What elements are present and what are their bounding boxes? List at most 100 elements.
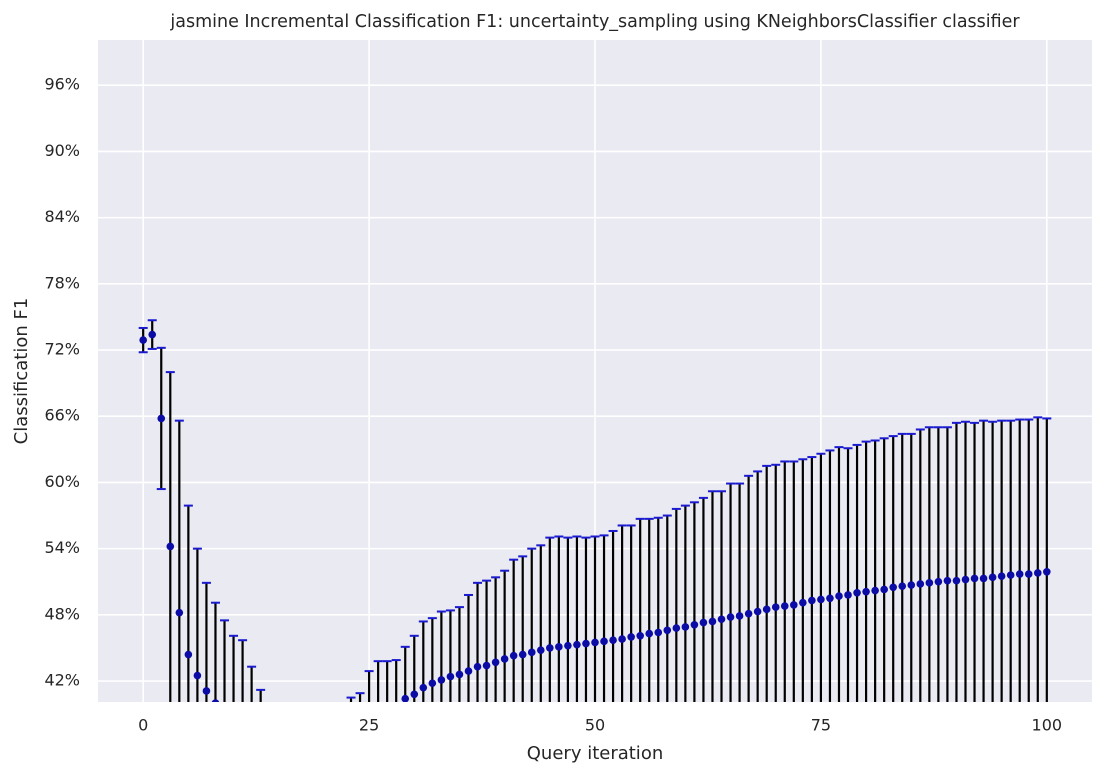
point — [889, 583, 897, 592]
point — [690, 620, 699, 629]
point — [175, 608, 184, 617]
error-bar — [382, 660, 392, 702]
error-bar — [274, 714, 283, 779]
point — [1015, 570, 1024, 578]
point — [934, 577, 943, 586]
marks — [138, 319, 1052, 779]
y-tick-label: 78% — [44, 273, 80, 292]
error-bar — [265, 709, 274, 779]
point — [735, 612, 744, 620]
error-bar — [328, 720, 337, 779]
point — [392, 713, 400, 721]
y-tick-label: 60% — [44, 472, 80, 491]
error-bar — [256, 688, 266, 702]
error-bar — [210, 601, 220, 702]
x-tick-label: 0 — [138, 716, 148, 735]
point — [826, 594, 834, 603]
point — [527, 648, 536, 657]
error-bar — [391, 659, 401, 702]
y-tick-label: 72% — [44, 340, 80, 359]
point — [230, 727, 238, 735]
point — [600, 637, 608, 646]
point — [952, 576, 961, 585]
point — [311, 771, 319, 779]
point — [898, 582, 907, 590]
point — [302, 771, 310, 779]
point — [293, 770, 301, 778]
point — [536, 646, 545, 654]
point — [329, 768, 337, 776]
point — [1024, 570, 1033, 578]
point — [482, 661, 491, 670]
point — [148, 330, 157, 339]
error-bar — [355, 692, 365, 702]
point — [221, 716, 229, 724]
point — [1006, 571, 1015, 579]
point — [654, 628, 663, 637]
x-tick-label: 50 — [585, 716, 605, 735]
point — [916, 580, 925, 588]
error-bar — [292, 725, 301, 779]
x-tick-label: 25 — [359, 716, 379, 735]
point — [248, 743, 256, 751]
point — [275, 766, 283, 774]
point — [591, 638, 599, 647]
point — [925, 579, 934, 587]
point — [193, 671, 202, 680]
point — [753, 607, 762, 616]
point — [139, 336, 147, 344]
point — [437, 676, 446, 684]
error-bar — [229, 634, 239, 702]
point — [546, 644, 554, 652]
point — [997, 572, 1006, 581]
point — [871, 586, 879, 595]
point — [320, 770, 328, 778]
point — [618, 635, 626, 643]
point — [1033, 569, 1042, 577]
point — [943, 576, 952, 585]
point — [518, 650, 527, 659]
error-bar — [283, 720, 292, 779]
point — [202, 687, 211, 695]
error-bar — [364, 670, 374, 702]
point — [762, 605, 771, 614]
point — [184, 650, 193, 659]
error-bar — [247, 665, 257, 702]
point — [907, 581, 916, 589]
point — [627, 633, 635, 641]
point — [509, 651, 518, 660]
point — [166, 542, 175, 551]
point — [582, 639, 590, 648]
point — [799, 598, 807, 607]
point — [564, 641, 572, 650]
point — [419, 683, 428, 692]
point — [880, 585, 888, 594]
point — [988, 573, 997, 582]
y-tick-label: 96% — [44, 75, 80, 94]
point — [455, 670, 464, 679]
x-axis-label: Query iteration — [527, 743, 663, 764]
chart-title: jasmine Incremental Classification F1: u… — [169, 12, 1020, 32]
y-tick-label: 84% — [44, 207, 80, 226]
point — [266, 760, 274, 768]
error-bar — [301, 727, 310, 779]
point — [817, 595, 825, 604]
point — [473, 662, 482, 671]
point — [663, 626, 672, 635]
y-tick-label: 48% — [44, 604, 80, 623]
point — [491, 658, 500, 667]
point — [365, 739, 373, 747]
error-bar — [220, 619, 230, 702]
point — [808, 596, 816, 605]
point — [573, 640, 581, 649]
point — [211, 699, 220, 702]
point — [771, 603, 780, 611]
point — [744, 609, 753, 618]
point — [717, 615, 726, 624]
point — [338, 763, 346, 771]
point — [970, 574, 979, 583]
y-tick-label: 42% — [44, 671, 80, 690]
point — [835, 592, 843, 600]
point — [681, 623, 690, 631]
